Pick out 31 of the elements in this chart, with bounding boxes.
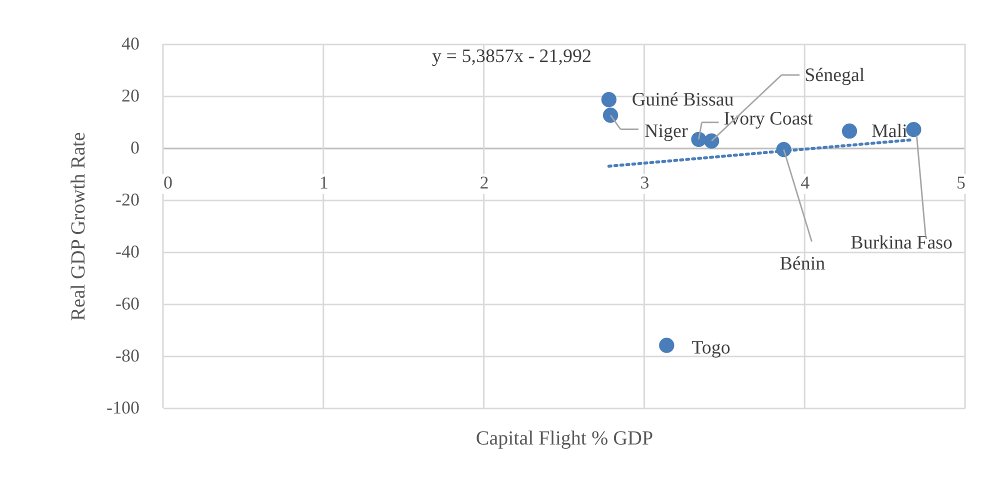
x-tick-label: 5: [956, 172, 966, 192]
point: [906, 122, 922, 138]
point: [842, 124, 858, 139]
y-tick-label: -20: [116, 190, 140, 210]
x-tick-label: 2: [480, 172, 489, 192]
x-tick-label: 4: [800, 172, 810, 192]
y-axis-title: Real GDP Growth Rate: [68, 132, 90, 321]
annotation: Sénegal: [804, 64, 865, 86]
x-tick-label: 0: [164, 172, 172, 192]
x-tick-label: 1: [319, 172, 328, 192]
annotation: Ivory Coast: [724, 108, 814, 130]
annotation: Togo: [692, 337, 730, 358]
y-tick-label: 20: [122, 86, 140, 106]
y-tick-label: -40: [116, 242, 140, 262]
annotation: Burkina Faso: [850, 232, 953, 254]
point: [602, 108, 618, 123]
y-tick-label: -80: [116, 346, 140, 366]
y-tick-label: 40: [122, 34, 140, 54]
annotation: Mali: [872, 121, 908, 142]
annotation: Niger: [644, 121, 688, 142]
x-tick-label: 3: [640, 172, 650, 192]
point: [704, 133, 720, 149]
y-tick-label: -60: [116, 294, 140, 314]
point: [601, 92, 616, 108]
point: [659, 338, 674, 353]
annotation: y = 5,3857x - 21,992: [432, 46, 592, 67]
y-tick-label: 0: [130, 138, 140, 158]
x-axis-title: Capital Flight % GDP: [476, 428, 654, 450]
annotation: Bénin: [780, 254, 826, 275]
y-tick-label: -100: [106, 398, 140, 418]
annotation: Guiné Bissau: [632, 90, 734, 111]
